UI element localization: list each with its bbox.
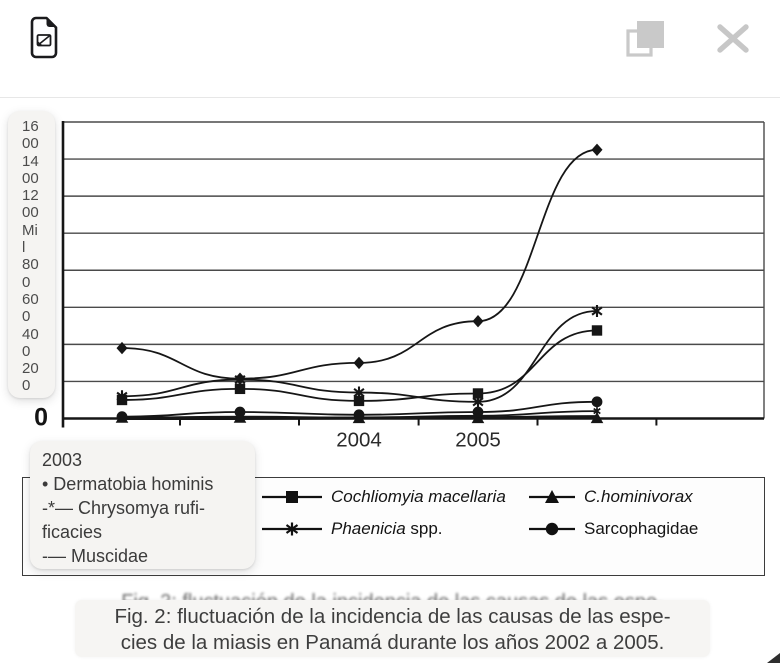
legend-asterisk-marker bbox=[262, 522, 322, 536]
y-axis-overlay-line: 0 bbox=[22, 377, 31, 395]
data-point-marker bbox=[590, 411, 604, 424]
data-point-marker bbox=[472, 395, 484, 408]
caption-line-1: Fig. 2: fluctuación de la incidencia de … bbox=[114, 605, 671, 628]
x-tick-label: 2004 bbox=[336, 429, 382, 452]
live-text-y-axis-overlay[interactable]: 16 00 14 00 12 00 Mi l 80 0 60 0 40 0 20 0 bbox=[8, 111, 55, 398]
next-element-corner-wedge bbox=[767, 653, 780, 663]
legend-label: C.hominivorax bbox=[584, 487, 693, 506]
data-point-marker bbox=[116, 411, 128, 423]
popup-text-line: -— Muscidae bbox=[42, 546, 149, 566]
y-axis-overlay-line: 12 bbox=[22, 187, 39, 205]
y-axis-overlay-line: 80 bbox=[22, 256, 39, 274]
y-axis-overlay-line: 0 bbox=[22, 342, 31, 360]
data-point-marker bbox=[353, 395, 365, 407]
popup-text-line: • Dermatobia hominis bbox=[42, 474, 214, 494]
y-axis-overlay-line: 60 bbox=[22, 290, 39, 308]
y-axis-overlay-line: 16 bbox=[22, 118, 39, 135]
legend-entry-cochliomyia: Cochliomyia macellaria bbox=[261, 487, 506, 507]
y-zero-label: 0 bbox=[34, 404, 48, 432]
y-axis-overlay-line: 14 bbox=[22, 152, 39, 170]
y-axis-overlay-line: 00 bbox=[22, 204, 39, 222]
data-point-marker bbox=[116, 341, 128, 355]
legend-square-marker bbox=[262, 491, 322, 503]
data-point-marker bbox=[353, 386, 365, 399]
y-axis-overlay-line: Mi bbox=[22, 221, 38, 239]
series-line-dermatobia-hominis bbox=[121, 148, 598, 380]
copy-pages-icon[interactable] bbox=[625, 19, 666, 59]
data-point-marker bbox=[472, 315, 484, 328]
y-axis-overlay-line: 20 bbox=[22, 360, 39, 378]
y-axis-overlay-line: 00 bbox=[22, 135, 39, 153]
caption-line-2: cies de la miasis en Panamá durante los … bbox=[120, 631, 665, 654]
data-point-marker bbox=[591, 396, 603, 408]
popup-text-line: -*— Chrysomya rufi- bbox=[42, 498, 206, 518]
data-point-marker bbox=[234, 406, 246, 418]
legend-label: Cochliomyia macellaria bbox=[331, 487, 506, 506]
y-axis-overlay-line: 0 bbox=[22, 273, 31, 291]
y-axis-overlay-line: 40 bbox=[22, 325, 39, 343]
popup-text-line: 2003 bbox=[42, 450, 83, 470]
data-point-marker bbox=[353, 409, 365, 421]
data-point-marker bbox=[472, 388, 484, 399]
legend-entry-sarcophagidae: Sarcophagidae bbox=[528, 519, 698, 539]
document-image-icon[interactable] bbox=[29, 16, 59, 59]
legend-circle-marker bbox=[529, 522, 575, 536]
figure-line-chart: 2004 2005 0 bbox=[34, 121, 765, 452]
legend-label: Phaenicia bbox=[331, 519, 406, 538]
data-point-marker bbox=[353, 356, 365, 370]
y-axis-overlay-line: 00 bbox=[22, 169, 39, 187]
legend-label-suffix: spp. bbox=[405, 519, 443, 538]
x-tick-label: 2005 bbox=[455, 429, 501, 452]
y-axis-overlay-line: l bbox=[22, 239, 26, 257]
legend-triangle-marker bbox=[529, 490, 575, 503]
data-point-marker bbox=[591, 325, 603, 336]
y-axis-overlay-line: 0 bbox=[22, 308, 31, 326]
popup-text-line: ficacies bbox=[42, 522, 103, 542]
series-line-phaenicia-spp- bbox=[121, 310, 598, 403]
data-point-marker bbox=[472, 406, 484, 418]
data-point-marker bbox=[591, 305, 603, 318]
legend-entry-hominivorax: C.hominivorax bbox=[528, 487, 693, 507]
data-point-marker bbox=[234, 373, 246, 386]
live-text-caption-overlay[interactable]: Fig. 2: fluctuación de la incidencia de … bbox=[75, 600, 710, 657]
toolbar bbox=[0, 0, 780, 98]
legend-label: Sarcophagidae bbox=[584, 519, 699, 538]
close-icon[interactable] bbox=[716, 24, 750, 54]
data-point-marker bbox=[116, 390, 128, 403]
data-point-marker bbox=[234, 383, 246, 395]
data-point-marker bbox=[593, 407, 601, 416]
legend-entry-phaenicia: Phaenicia spp. bbox=[261, 519, 443, 539]
live-text-selection-popup[interactable]: 2003 • Dermatobia hominis -*— Chrysomya ru… bbox=[30, 441, 255, 569]
